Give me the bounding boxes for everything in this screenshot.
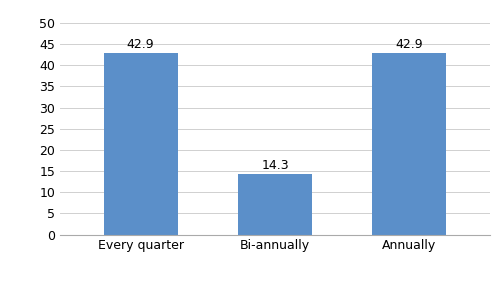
- Text: 14.3: 14.3: [261, 159, 289, 172]
- Bar: [238, 174, 312, 235]
- Bar: [372, 53, 446, 235]
- Text: 42.9: 42.9: [127, 38, 154, 51]
- Text: 42.9: 42.9: [396, 38, 423, 51]
- Bar: [104, 53, 178, 235]
